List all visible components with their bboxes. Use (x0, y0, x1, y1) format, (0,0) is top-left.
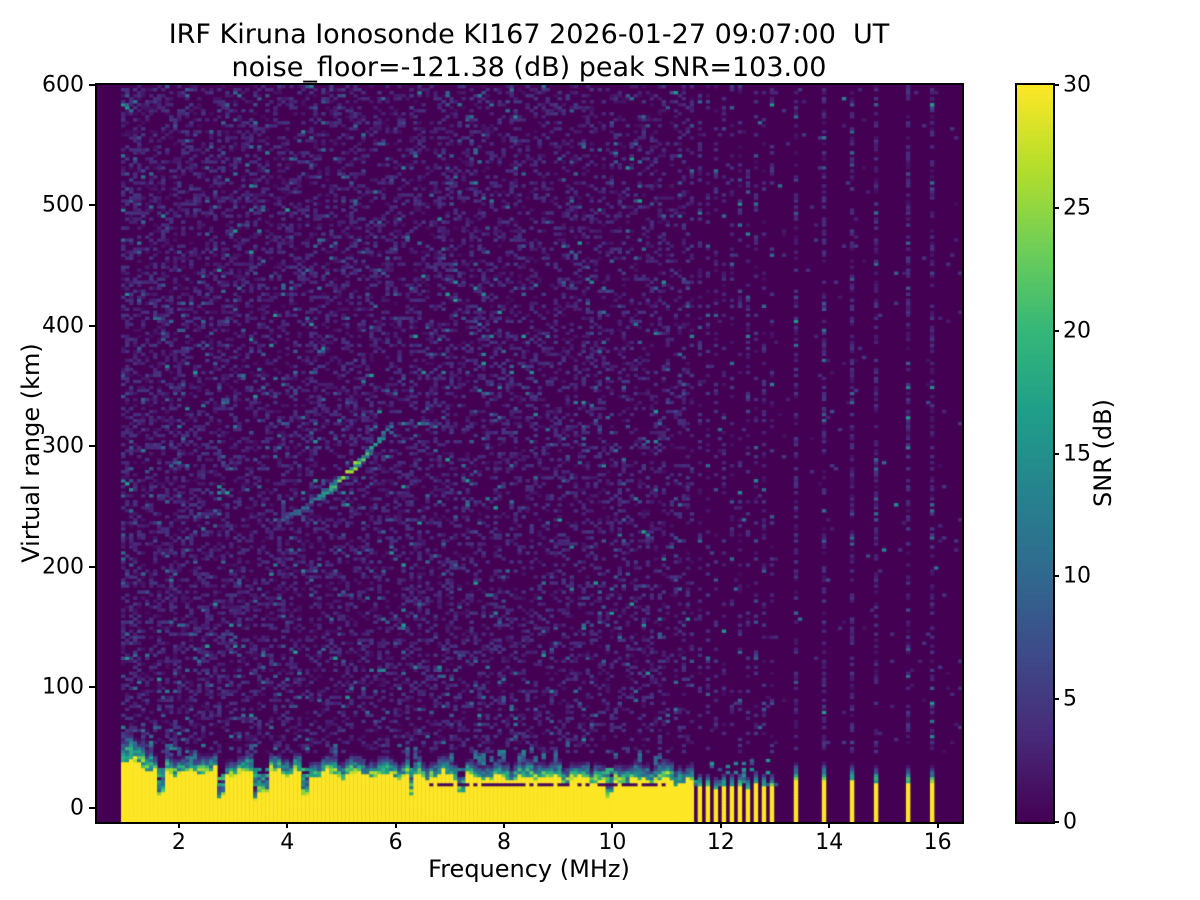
x-tick-mark (936, 822, 939, 828)
colorbar-tick-label: 30 (1063, 72, 1091, 98)
x-tick-label: 8 (497, 830, 512, 855)
x-tick-label: 4 (280, 830, 295, 855)
y-tick-mark (89, 686, 95, 689)
y-tick-label: 500 (42, 192, 84, 218)
x-tick-mark (394, 822, 397, 828)
x-tick-label: 6 (388, 830, 403, 855)
colorbar-tick-label: 10 (1063, 563, 1091, 589)
plot-title: IRF Kiruna Ionosonde KI167 2026-01-27 09… (168, 19, 890, 50)
y-tick-label: 300 (42, 433, 84, 459)
colorbar-tick-label: 20 (1063, 318, 1091, 344)
colorbar-tick-mark (1053, 329, 1059, 332)
y-tick-mark (89, 324, 95, 327)
colorbar-tick-label: 0 (1063, 809, 1077, 835)
colorbar-tick-mark (1053, 206, 1059, 209)
y-tick-label: 600 (42, 72, 84, 98)
plot-subtitle: noise_floor=-121.38 (dB) peak SNR=103.00 (231, 52, 827, 83)
x-tick-mark (828, 822, 831, 828)
y-tick-label: 400 (42, 313, 84, 339)
x-tick-label: 2 (171, 830, 186, 855)
colorbar-label: SNR (dB) (1089, 399, 1117, 507)
x-axis-label: Frequency (MHz) (428, 855, 630, 883)
x-tick-label: 12 (706, 830, 735, 855)
y-tick-label: 0 (70, 795, 84, 821)
x-tick-mark (177, 822, 180, 828)
x-tick-mark (719, 822, 722, 828)
colorbar-tick-mark (1053, 698, 1059, 701)
y-tick-label: 100 (42, 674, 84, 700)
ionogram-heatmap-canvas (97, 85, 962, 822)
y-tick-mark (89, 806, 95, 809)
colorbar-tick-mark (1053, 84, 1059, 86)
x-tick-mark (503, 822, 506, 828)
colorbar-tick-mark (1053, 821, 1059, 823)
y-tick-mark (89, 565, 95, 568)
x-tick-label: 10 (598, 830, 627, 855)
y-axis-label: Virtual range (km) (17, 343, 45, 563)
x-tick-mark (286, 822, 289, 828)
colorbar-gradient (1017, 85, 1053, 822)
y-tick-label: 200 (42, 554, 84, 580)
colorbar-tick-label: 25 (1063, 195, 1091, 221)
y-tick-mark (89, 84, 95, 86)
x-tick-mark (611, 822, 614, 828)
colorbar-tick-label: 5 (1063, 686, 1077, 712)
colorbar-tick-label: 15 (1063, 441, 1091, 466)
y-tick-mark (89, 445, 95, 448)
colorbar-tick-mark (1053, 575, 1059, 578)
x-tick-label: 16 (923, 830, 952, 855)
colorbar-tick-mark (1053, 452, 1059, 455)
x-tick-label: 14 (815, 830, 844, 855)
y-tick-mark (89, 204, 95, 207)
